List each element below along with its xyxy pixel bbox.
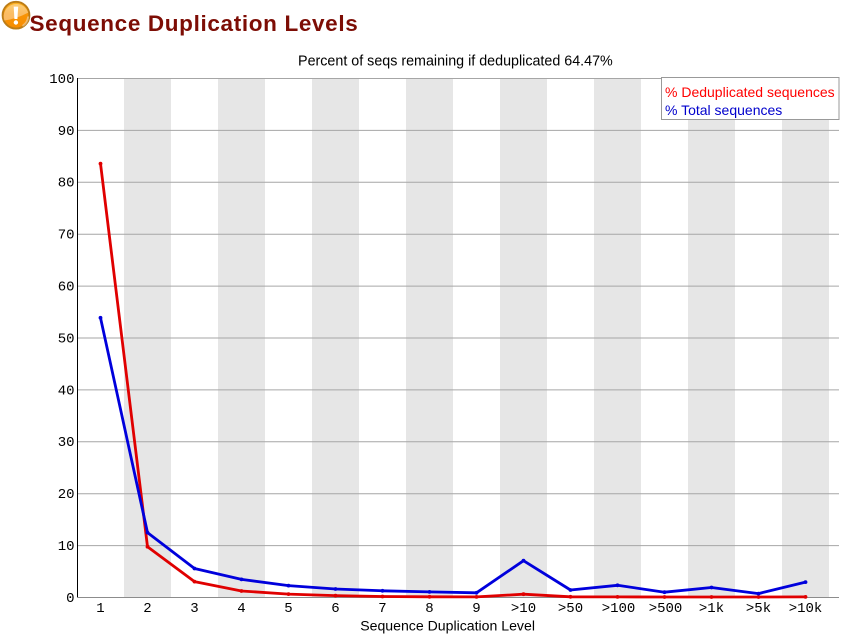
svg-text:7: 7 xyxy=(378,601,386,617)
svg-text:>5k: >5k xyxy=(746,601,771,617)
svg-text:0: 0 xyxy=(66,591,74,607)
svg-text:40: 40 xyxy=(58,383,75,399)
svg-text:% Total sequences: % Total sequences xyxy=(665,102,782,118)
svg-text:9: 9 xyxy=(472,601,480,617)
svg-text:Sequence Duplication Level: Sequence Duplication Level xyxy=(360,617,535,633)
svg-text:90: 90 xyxy=(58,124,75,140)
svg-text:60: 60 xyxy=(58,280,75,296)
svg-text:10: 10 xyxy=(58,539,75,555)
svg-text:5: 5 xyxy=(284,601,292,617)
svg-text:>10k: >10k xyxy=(789,601,823,617)
svg-text:1: 1 xyxy=(96,601,104,617)
svg-text:% Deduplicated sequences: % Deduplicated sequences xyxy=(665,84,835,100)
svg-text:50: 50 xyxy=(58,331,75,347)
svg-text:70: 70 xyxy=(58,228,75,244)
svg-text:30: 30 xyxy=(58,435,75,451)
svg-text:>10: >10 xyxy=(511,601,536,617)
svg-text:>500: >500 xyxy=(649,601,683,617)
svg-text:Sequence Duplication Levels: Sequence Duplication Levels xyxy=(30,11,359,36)
svg-text:4: 4 xyxy=(237,601,245,617)
svg-text:>50: >50 xyxy=(558,601,583,617)
svg-text:3: 3 xyxy=(190,601,198,617)
svg-text:8: 8 xyxy=(425,601,433,617)
svg-text:80: 80 xyxy=(58,176,75,192)
svg-text:>100: >100 xyxy=(602,601,636,617)
svg-text:2: 2 xyxy=(143,601,151,617)
svg-text:100: 100 xyxy=(49,72,74,88)
svg-text:6: 6 xyxy=(331,601,339,617)
svg-text:20: 20 xyxy=(58,487,75,503)
svg-text:>1k: >1k xyxy=(699,601,724,617)
svg-text:Percent of seqs remaining if d: Percent of seqs remaining if deduplicate… xyxy=(298,54,613,70)
